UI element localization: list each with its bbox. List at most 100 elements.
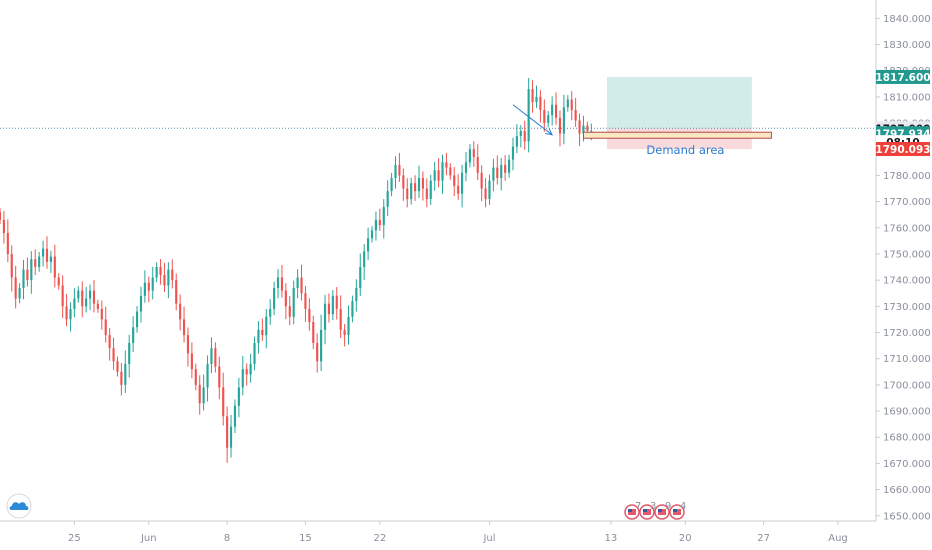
candle[interactable] bbox=[429, 174, 432, 205]
candle[interactable] bbox=[378, 208, 381, 231]
candle[interactable] bbox=[210, 337, 213, 374]
candle[interactable] bbox=[18, 283, 21, 304]
candle[interactable] bbox=[331, 289, 334, 321]
candle[interactable] bbox=[421, 171, 424, 201]
candle[interactable] bbox=[112, 337, 115, 371]
candle[interactable] bbox=[437, 158, 440, 188]
candle[interactable] bbox=[394, 156, 397, 189]
candle[interactable] bbox=[124, 350, 127, 393]
candle[interactable] bbox=[22, 260, 25, 300]
candle[interactable] bbox=[245, 363, 248, 386]
candle[interactable] bbox=[116, 356, 119, 377]
candle[interactable] bbox=[34, 249, 37, 276]
candle[interactable] bbox=[175, 273, 178, 311]
candle[interactable] bbox=[253, 336, 256, 371]
candle[interactable] bbox=[273, 281, 276, 316]
candle[interactable] bbox=[108, 328, 111, 361]
candle[interactable] bbox=[6, 219, 9, 263]
candle[interactable] bbox=[100, 300, 103, 330]
candle[interactable] bbox=[269, 299, 272, 325]
candle[interactable] bbox=[190, 342, 193, 379]
candle[interactable] bbox=[88, 284, 92, 311]
candle[interactable] bbox=[218, 356, 221, 400]
candle[interactable] bbox=[61, 275, 64, 319]
candle[interactable] bbox=[182, 306, 186, 343]
candle[interactable] bbox=[159, 259, 162, 285]
candle[interactable] bbox=[500, 158, 503, 191]
candle[interactable] bbox=[104, 306, 107, 343]
candle[interactable] bbox=[300, 264, 303, 301]
candle[interactable] bbox=[453, 167, 456, 197]
candle[interactable] bbox=[96, 299, 99, 313]
candle[interactable] bbox=[171, 259, 174, 289]
candle[interactable] bbox=[535, 85, 538, 108]
candle[interactable] bbox=[515, 124, 518, 154]
candle[interactable] bbox=[339, 295, 342, 338]
candle[interactable] bbox=[81, 281, 84, 318]
candle[interactable] bbox=[276, 269, 280, 299]
candle[interactable] bbox=[480, 165, 483, 202]
candle[interactable] bbox=[292, 280, 295, 325]
candle[interactable] bbox=[370, 226, 374, 243]
candle[interactable] bbox=[464, 152, 468, 182]
candle[interactable] bbox=[92, 280, 96, 313]
candle[interactable] bbox=[132, 316, 135, 353]
candle[interactable] bbox=[206, 355, 209, 402]
candle[interactable] bbox=[214, 342, 217, 373]
candle[interactable] bbox=[26, 257, 29, 287]
candle[interactable] bbox=[414, 175, 417, 201]
candle[interactable] bbox=[351, 295, 354, 323]
candle[interactable] bbox=[155, 262, 158, 283]
price-badge[interactable]: 1790.093 bbox=[875, 141, 931, 156]
candle[interactable] bbox=[547, 110, 550, 128]
candle[interactable] bbox=[406, 178, 409, 208]
candle[interactable] bbox=[229, 414, 233, 458]
candle[interactable] bbox=[327, 293, 331, 323]
candle[interactable] bbox=[222, 372, 225, 426]
candle[interactable] bbox=[511, 137, 515, 171]
candle[interactable] bbox=[241, 355, 244, 396]
candle[interactable] bbox=[457, 174, 460, 200]
candle[interactable] bbox=[308, 298, 311, 331]
candle[interactable] bbox=[261, 318, 264, 341]
candle[interactable] bbox=[233, 399, 237, 434]
candle[interactable] bbox=[386, 180, 389, 216]
candle[interactable] bbox=[382, 199, 385, 239]
candle[interactable] bbox=[574, 97, 577, 127]
candle[interactable] bbox=[347, 305, 350, 345]
candle[interactable] bbox=[139, 286, 143, 323]
candle[interactable] bbox=[355, 279, 358, 312]
candle[interactable] bbox=[390, 172, 393, 197]
candle[interactable] bbox=[554, 92, 558, 125]
candle[interactable] bbox=[45, 236, 49, 269]
candle[interactable] bbox=[194, 363, 197, 391]
candle[interactable] bbox=[163, 262, 166, 292]
candle[interactable] bbox=[402, 168, 405, 201]
candle[interactable] bbox=[320, 314, 323, 371]
candle[interactable] bbox=[519, 125, 522, 148]
profit-zone[interactable] bbox=[606, 76, 752, 129]
candle[interactable] bbox=[198, 375, 201, 415]
candle[interactable] bbox=[335, 287, 338, 320]
candle[interactable] bbox=[73, 288, 76, 318]
candle[interactable] bbox=[10, 245, 13, 292]
candle[interactable] bbox=[476, 144, 479, 181]
candle[interactable] bbox=[343, 324, 346, 347]
candle[interactable] bbox=[578, 113, 581, 146]
candle[interactable] bbox=[531, 80, 534, 113]
candle[interactable] bbox=[562, 94, 565, 145]
candle[interactable] bbox=[304, 285, 307, 322]
candle[interactable] bbox=[186, 327, 190, 367]
candle[interactable] bbox=[367, 227, 370, 261]
candle[interactable] bbox=[539, 89, 542, 123]
candle[interactable] bbox=[288, 296, 291, 326]
candle[interactable] bbox=[151, 266, 154, 300]
candle[interactable] bbox=[128, 334, 131, 378]
candle[interactable] bbox=[425, 178, 428, 208]
candle[interactable] bbox=[398, 152, 401, 182]
candle[interactable] bbox=[312, 315, 315, 350]
candle[interactable] bbox=[504, 155, 507, 181]
candle[interactable] bbox=[323, 294, 327, 345]
candle[interactable] bbox=[417, 165, 421, 199]
candle[interactable] bbox=[226, 406, 229, 463]
